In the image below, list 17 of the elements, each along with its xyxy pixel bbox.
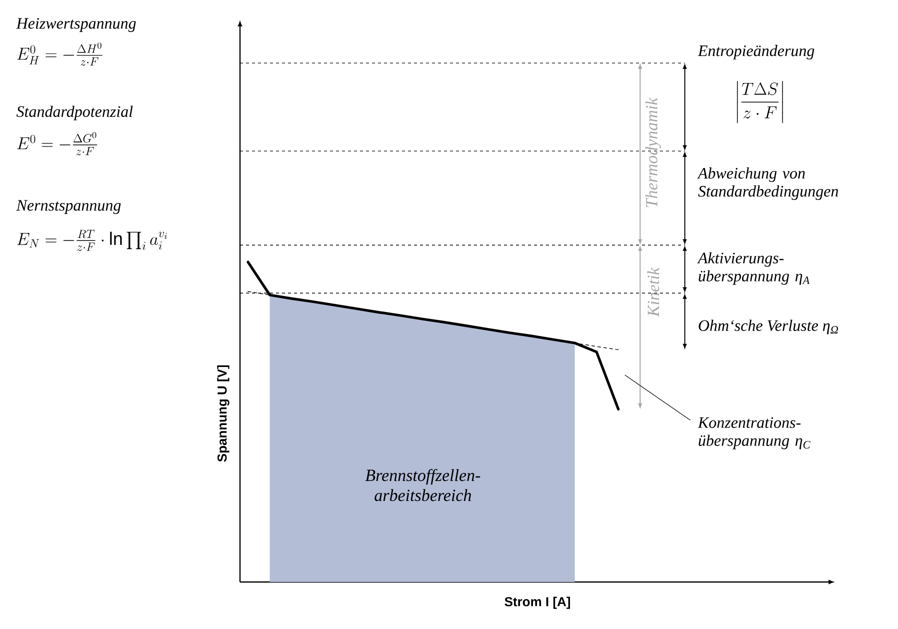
y-axis-title: Spannung U [V] — [217, 365, 230, 462]
text: Aktivierungs- überspannung η$_{A}$ — [697, 252, 810, 285]
text: Kinetik — [647, 267, 660, 317]
text: Konzentrations- überspannung η$_{C}$ — [698, 417, 810, 450]
text: Abweichung von Standardbedingungen — [697, 167, 838, 200]
text: Heizwertspannung — [16, 18, 136, 32]
text: $E_N = -\frac{RT}{z\cdot F}\cdot \ln \prod_i a_i^{v_i}$ — [17, 230, 167, 251]
text: $E_H^0 = -\frac{\Delta H^0}{z\cdot F}$ — [17, 42, 102, 66]
text: Entropieänderung — [698, 44, 814, 60]
text: Thermodynamik — [645, 97, 661, 208]
annotation: Brennstoffzellen- arbeitsbereich — [365, 468, 480, 502]
text: $E^0 = -\frac{\Delta G^0}{z\cdot F}$ — [17, 132, 98, 156]
text: $\left|\frac{T\Delta S}{z\cdot F}\right|$ — [736, 80, 783, 124]
text: Nernstspannung — [16, 200, 121, 214]
x-axis-title: Strom I [A] — [504, 596, 570, 609]
text: Ohm‘sche Verluste η$_{Ω}$ — [698, 320, 838, 334]
text: Standardpotenzial — [16, 106, 133, 120]
